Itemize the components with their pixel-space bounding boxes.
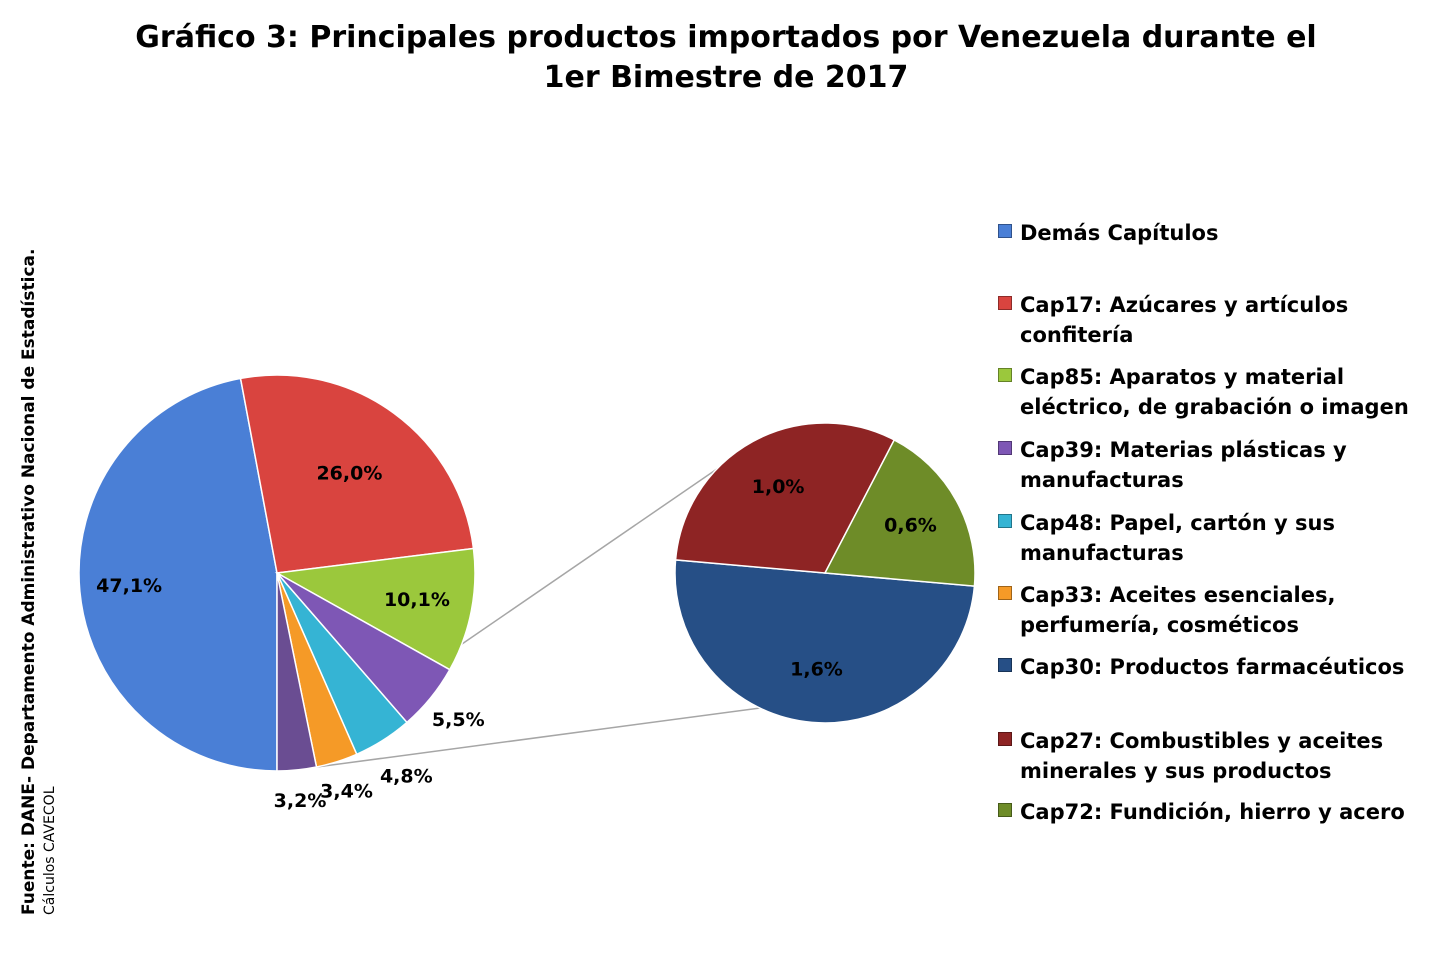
main-data-label-demas-capitulos: 47,1%	[96, 575, 162, 597]
legend-label: Cap30: Productos farmacéuticos	[1020, 655, 1405, 679]
connector-line-bottom	[316, 706, 769, 768]
legend-swatch	[998, 586, 1012, 600]
legend-swatch	[998, 803, 1012, 817]
main-data-label-otros: 3,2%	[274, 790, 327, 812]
secondary-pie-slice-cap72-fundicion-hierro-y-acero	[823, 438, 976, 587]
legend-swatch	[998, 658, 1012, 672]
secondary-pie-slice-cap30-productos-farmaceuticos	[674, 559, 976, 724]
legend-swatch	[998, 224, 1012, 238]
secondary-data-label-cap27-combustibles-y-aceites-minerales-y-sus-productos: 1,0%	[752, 476, 805, 498]
secondary-pie-slice-cap27-combustibles-y-aceites-minerales-y-sus-productos	[674, 422, 896, 574]
secondary-data-label-cap72-fundicion-hierro-y-acero: 0,6%	[884, 515, 937, 537]
secondary-data-label-cap30-productos-farmaceuticos: 1,6%	[790, 659, 843, 681]
legend-swatch	[998, 296, 1012, 310]
legend-label: Cap27: Combustibles y aceites minerales …	[1020, 729, 1384, 783]
calculation-note: Cálculos CAVECOL	[42, 786, 58, 916]
chart-title: Gráfico 3: Principales productos importa…	[0, 18, 1452, 98]
main-data-label-cap48-papel-carton-y-sus-manufacturas: 4,8%	[380, 766, 433, 788]
main-pie-slice-demas-capitulos	[78, 377, 278, 772]
chart-title-line-1: Gráfico 3: Principales productos importa…	[135, 20, 1317, 55]
main-pie-slice-otros	[276, 572, 318, 772]
legend-label: Cap17: Azúcares y artículos confitería	[1020, 293, 1349, 347]
main-pie-slice-cap17-azucares-y-articulos-confiteria	[239, 374, 475, 574]
secondary-pie	[674, 422, 976, 724]
main-pie	[78, 374, 476, 772]
legend-label: Cap33: Aceites esenciales, perfumería, c…	[1020, 583, 1336, 637]
source-note: Fuente: DANE- Departamento Administrativ…	[18, 215, 60, 915]
legend-swatch	[998, 732, 1012, 746]
legend-swatch	[998, 368, 1012, 382]
legend-label: Demás Capítulos	[1020, 221, 1219, 245]
main-data-label-cap33-aceites-esenciales-perfumeria-cosmeticos: 3,4%	[320, 780, 373, 802]
main-data-label-cap85-aparatos-y-material-electrico-de-grabacion-o-imagen: 10,1%	[384, 589, 450, 611]
legend-label: Cap72: Fundición, hierro y acero	[1020, 800, 1405, 824]
legend-label: Cap39: Materias plásticas y manufacturas	[1020, 438, 1347, 492]
legend-swatch	[998, 441, 1012, 455]
source-line: Fuente: DANE- Departamento Administrativ…	[19, 248, 39, 915]
main-data-label-cap39-materias-plasticas-y-manufacturas: 5,5%	[432, 709, 485, 731]
legend-label: Cap85: Aparatos y material eléctrico, de…	[1020, 365, 1409, 419]
legend-label: Cap48: Papel, cartón y sus manufacturas	[1020, 511, 1335, 565]
legend-swatch	[998, 514, 1012, 528]
main-pie-slice-cap85-aparatos-y-material-electrico-de-grabacion-o-imagen	[274, 547, 476, 671]
main-data-label-cap17-azucares-y-articulos-confiteria: 26,0%	[316, 462, 382, 484]
data-labels: 47,1% 26,0% 10,1% 5,5% 4,8% 3,4%3,2% 1,6% 1,0% 0…	[96, 462, 937, 812]
chart-title-line-2: 1er Bimestre de 2017	[543, 60, 909, 95]
